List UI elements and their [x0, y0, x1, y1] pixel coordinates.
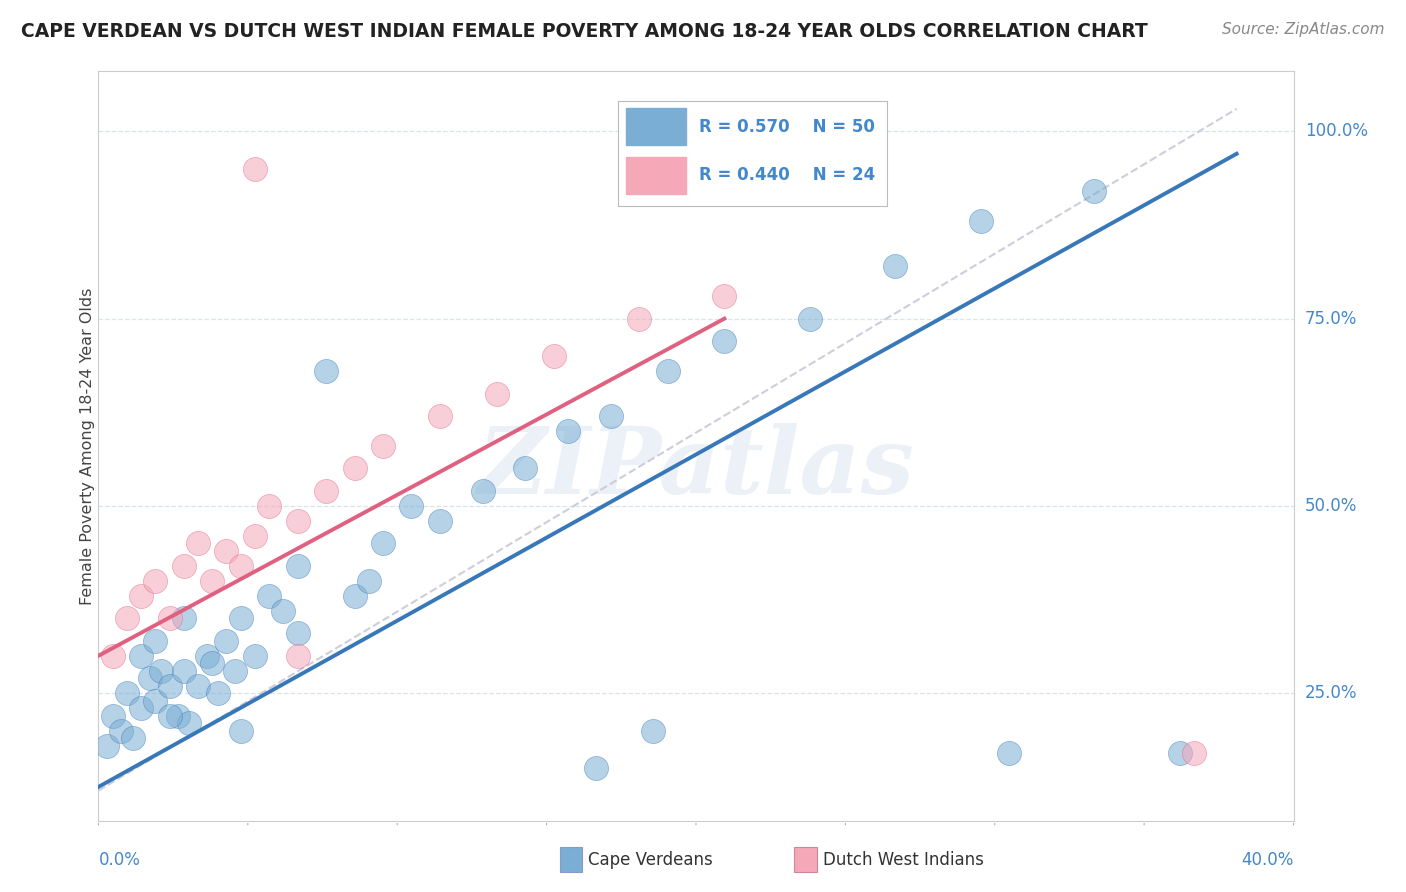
- Point: [799, 311, 821, 326]
- Text: 0.0%: 0.0%: [98, 851, 141, 869]
- Point: [243, 648, 266, 663]
- Point: [315, 364, 337, 378]
- Point: [557, 424, 579, 438]
- Point: [257, 589, 280, 603]
- Point: [287, 558, 309, 573]
- Point: [159, 708, 181, 723]
- Point: [115, 611, 138, 625]
- Point: [173, 558, 195, 573]
- Point: [243, 529, 266, 543]
- Text: Cape Verdeans: Cape Verdeans: [588, 851, 713, 869]
- Point: [143, 574, 166, 588]
- Point: [1168, 746, 1191, 760]
- Point: [998, 746, 1021, 760]
- Point: [257, 499, 280, 513]
- Point: [401, 499, 423, 513]
- Point: [429, 514, 451, 528]
- Point: [129, 701, 152, 715]
- Point: [515, 461, 537, 475]
- Point: [315, 483, 337, 498]
- Point: [643, 723, 665, 738]
- Text: 25.0%: 25.0%: [1305, 684, 1357, 702]
- Text: 40.0%: 40.0%: [1241, 851, 1294, 869]
- Y-axis label: Female Poverty Among 18-24 Year Olds: Female Poverty Among 18-24 Year Olds: [80, 287, 94, 605]
- Point: [429, 409, 451, 423]
- Text: 100.0%: 100.0%: [1305, 122, 1368, 140]
- Point: [173, 664, 195, 678]
- Point: [195, 648, 218, 663]
- Point: [179, 716, 201, 731]
- Point: [121, 731, 143, 746]
- Point: [713, 289, 735, 303]
- Point: [187, 679, 209, 693]
- Point: [101, 708, 124, 723]
- Point: [207, 686, 229, 700]
- Point: [343, 461, 366, 475]
- Point: [159, 679, 181, 693]
- Point: [969, 214, 991, 228]
- Point: [167, 708, 190, 723]
- Point: [713, 334, 735, 348]
- Point: [1182, 746, 1205, 760]
- Point: [343, 589, 366, 603]
- Point: [884, 259, 907, 273]
- Point: [224, 664, 246, 678]
- Point: [287, 514, 309, 528]
- Point: [173, 611, 195, 625]
- Point: [201, 657, 224, 671]
- Point: [96, 739, 118, 753]
- Point: [371, 439, 394, 453]
- Point: [1083, 184, 1105, 198]
- Point: [229, 558, 252, 573]
- Point: [150, 664, 173, 678]
- Point: [287, 626, 309, 640]
- Point: [187, 536, 209, 550]
- Point: [485, 386, 508, 401]
- Text: Dutch West Indians: Dutch West Indians: [823, 851, 983, 869]
- Point: [471, 483, 494, 498]
- Point: [243, 161, 266, 176]
- Point: [599, 409, 621, 423]
- Point: [129, 589, 152, 603]
- Point: [138, 671, 160, 685]
- Point: [115, 686, 138, 700]
- Point: [201, 574, 224, 588]
- Point: [229, 723, 252, 738]
- Point: [129, 648, 152, 663]
- Point: [357, 574, 380, 588]
- Text: CAPE VERDEAN VS DUTCH WEST INDIAN FEMALE POVERTY AMONG 18-24 YEAR OLDS CORRELATI: CAPE VERDEAN VS DUTCH WEST INDIAN FEMALE…: [21, 22, 1147, 41]
- Point: [585, 761, 607, 775]
- Text: 50.0%: 50.0%: [1305, 497, 1357, 515]
- Point: [287, 648, 309, 663]
- Point: [273, 604, 295, 618]
- Point: [371, 536, 394, 550]
- Point: [657, 364, 679, 378]
- Point: [215, 544, 238, 558]
- Point: [215, 633, 238, 648]
- Point: [628, 311, 651, 326]
- Point: [143, 694, 166, 708]
- Point: [543, 349, 565, 363]
- Point: [110, 723, 132, 738]
- Point: [229, 611, 252, 625]
- Point: [101, 648, 124, 663]
- Point: [159, 611, 181, 625]
- Text: 75.0%: 75.0%: [1305, 310, 1357, 327]
- Point: [143, 633, 166, 648]
- Text: ZIPatlas: ZIPatlas: [478, 424, 914, 514]
- Text: Source: ZipAtlas.com: Source: ZipAtlas.com: [1222, 22, 1385, 37]
